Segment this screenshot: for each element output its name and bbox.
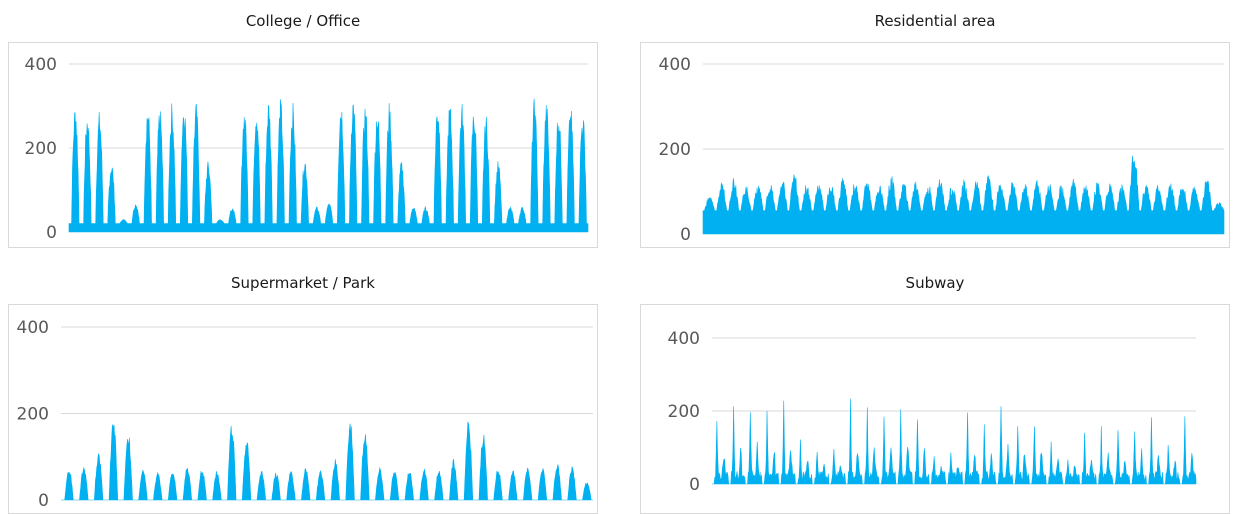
y-tick-label: 400	[668, 329, 700, 349]
chart-svg: 0 200 400	[25, 55, 589, 243]
series-area	[702, 155, 1225, 235]
y-tick-label: 0	[689, 475, 700, 495]
chart-panel-residential-area: Residential area 0 200 400	[640, 8, 1230, 248]
chart-panel-college-office: College / Office 0 200 400	[8, 8, 598, 248]
y-tick-label: 0	[46, 223, 57, 243]
chart-title: College / Office	[245, 12, 361, 30]
chart-svg: 0 200 400	[668, 329, 1197, 495]
chart-panel-supermarket-park: Supermarket / Park 0 200 400	[8, 270, 598, 514]
y-tick-label: 400	[17, 318, 49, 338]
y-tick-label: 200	[668, 402, 700, 422]
y-tick-label: 0	[680, 225, 691, 245]
y-tick-label: 400	[25, 55, 57, 75]
chart-title: Residential area	[874, 12, 996, 30]
chart-title: Supermarket / Park	[231, 274, 375, 292]
series-area	[68, 98, 589, 233]
chart-svg: 0 200 400	[17, 318, 593, 511]
chart-title: Subway	[905, 274, 965, 292]
chart-panel-subway: Subway 0 200 400	[640, 270, 1230, 514]
y-tick-label: 200	[17, 405, 49, 425]
series-area	[712, 398, 1197, 485]
series-area	[61, 421, 593, 501]
y-tick-label: 0	[38, 491, 49, 511]
y-tick-label: 200	[659, 140, 691, 160]
y-tick-label: 400	[659, 55, 691, 75]
y-tick-label: 200	[25, 139, 57, 159]
chart-svg: 0 200 400	[659, 55, 1225, 245]
